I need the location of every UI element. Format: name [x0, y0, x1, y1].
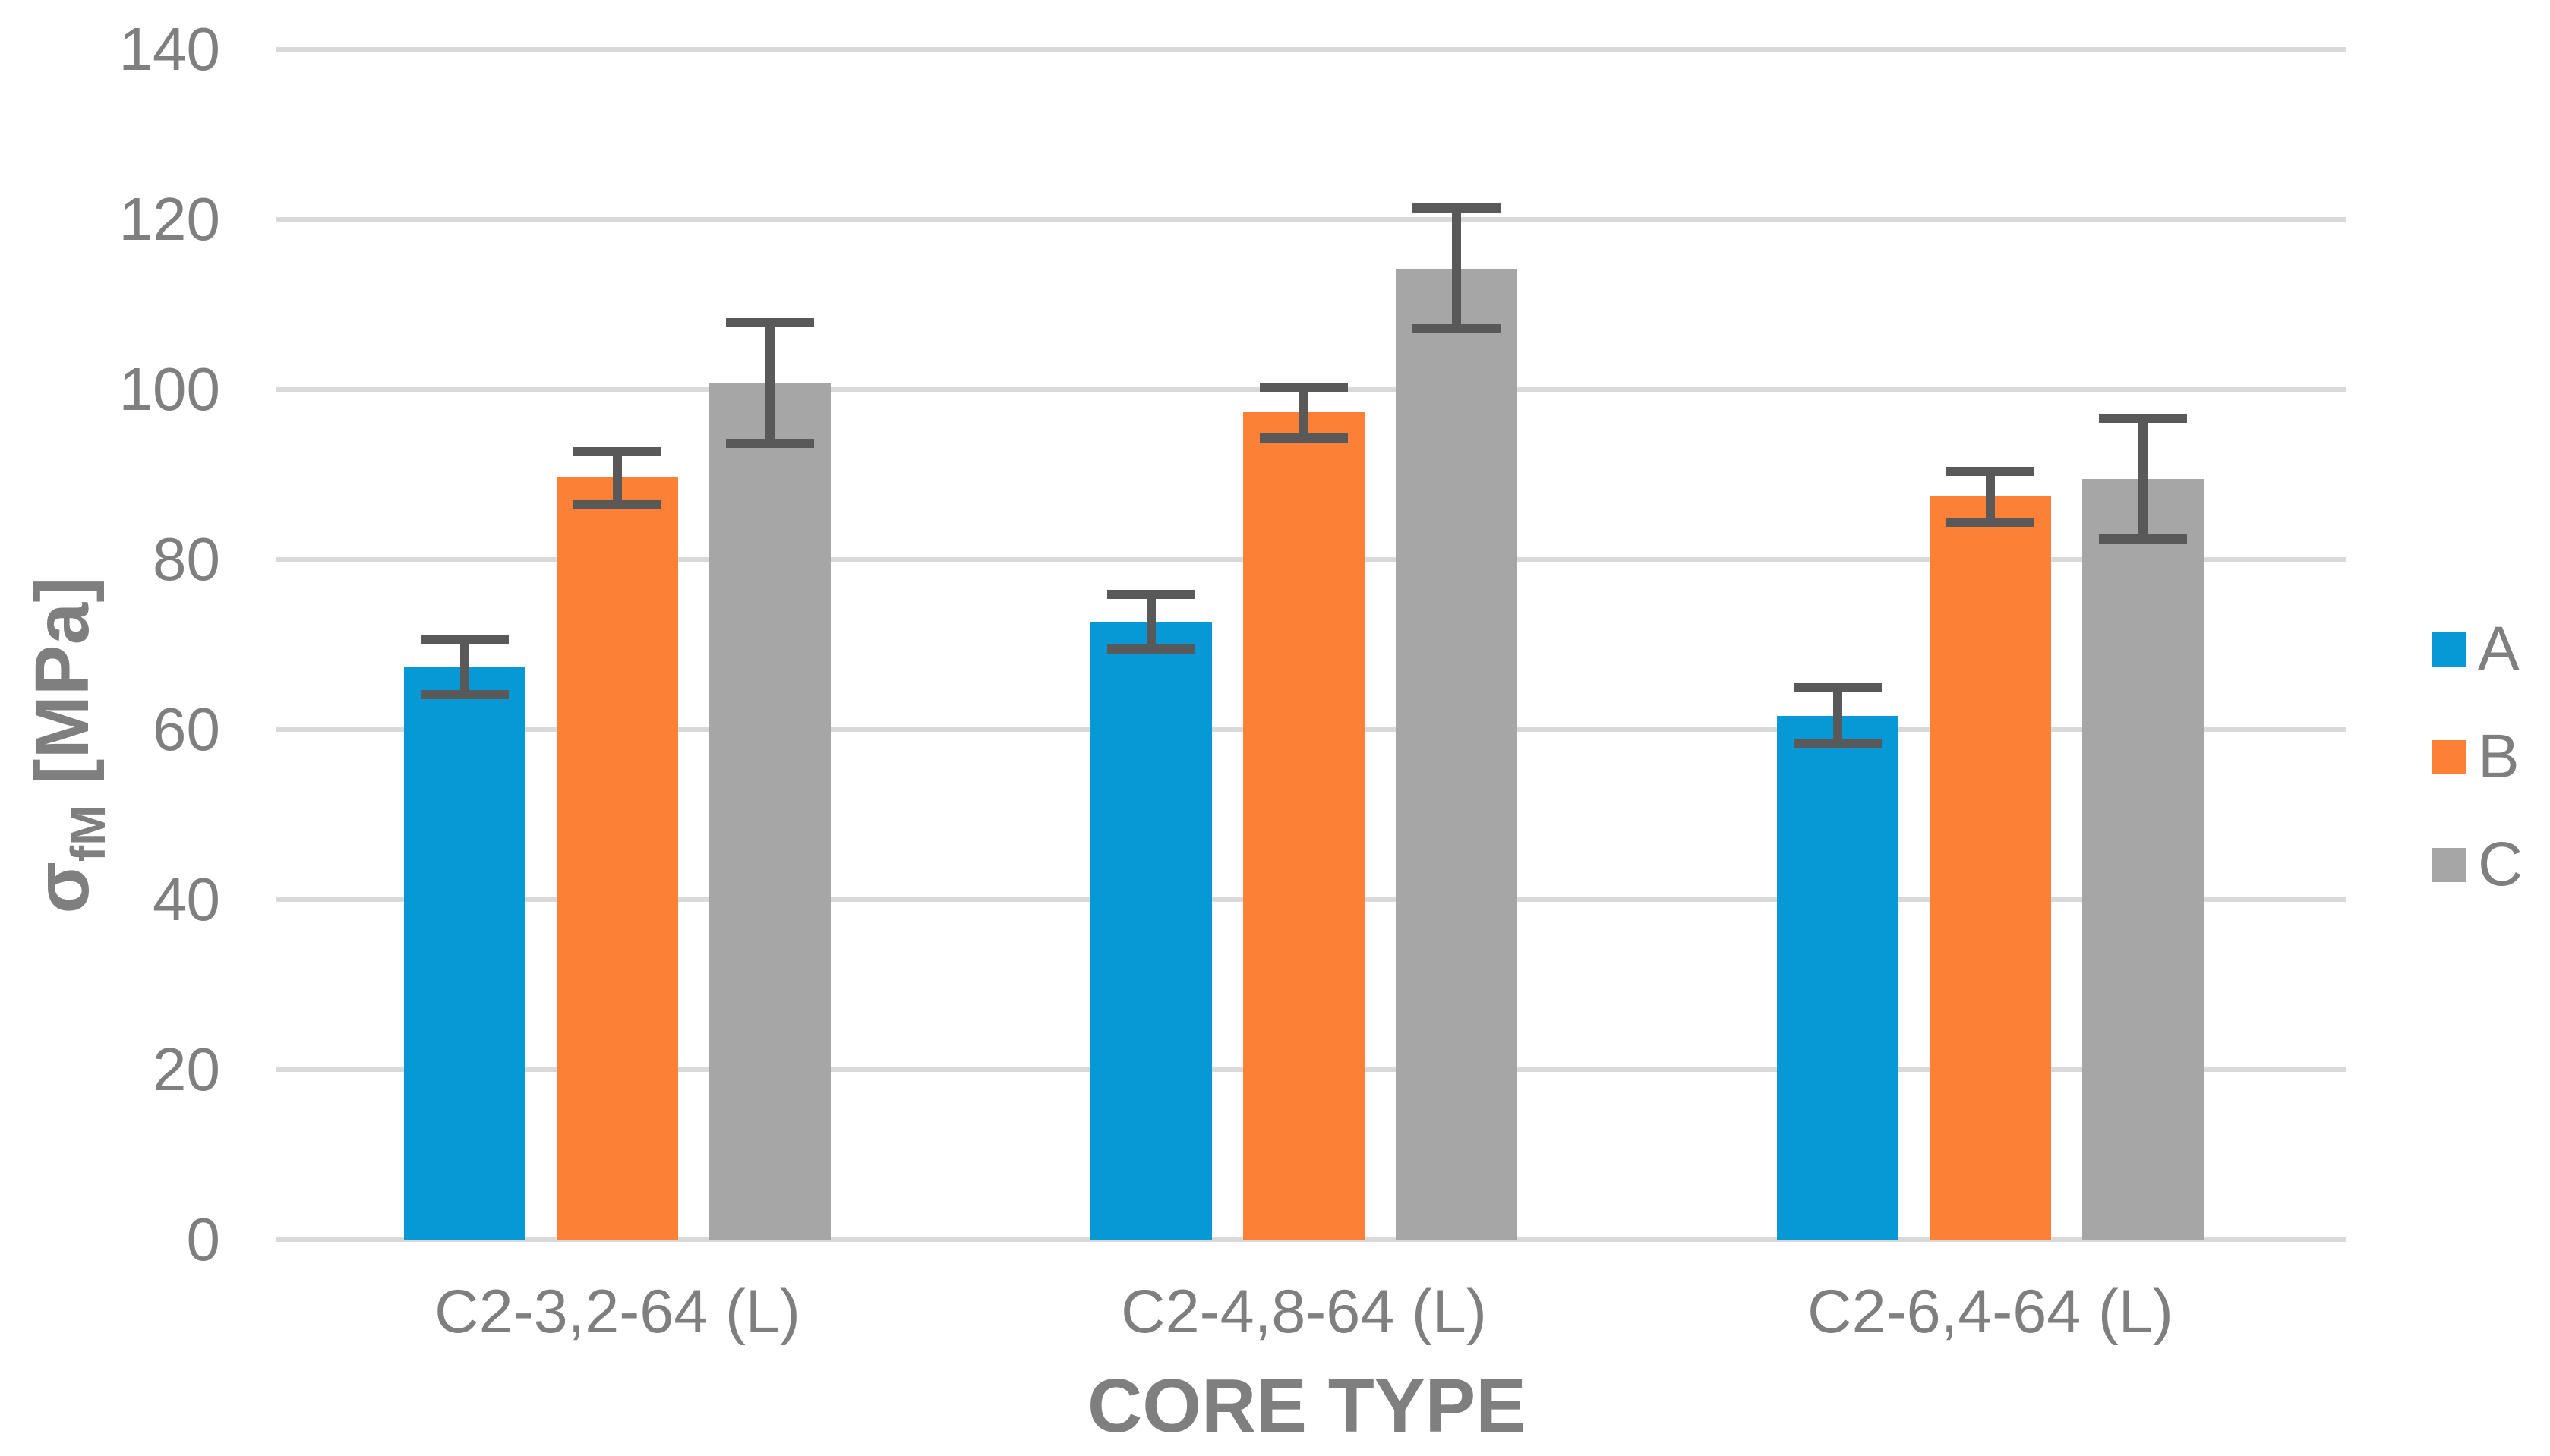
error-bar-cap-top-C-1	[726, 317, 814, 327]
y-tick-label: 20	[153, 1035, 220, 1103]
legend-item-B: B	[2432, 723, 2550, 791]
error-bar-cap-bottom-B-3	[1946, 517, 2034, 527]
legend-item-C: C	[2432, 830, 2550, 899]
y-tick-label: 0	[186, 1205, 221, 1273]
error-bar-A-2	[1147, 594, 1156, 649]
bar-A-1	[404, 667, 525, 1240]
y-tick-label: 80	[153, 525, 220, 593]
error-bar-C-3	[2138, 418, 2148, 540]
y-axis-title-subscript: fM	[61, 805, 115, 862]
bar-A-2	[1090, 621, 1212, 1240]
error-bar-cap-top-A-1	[421, 635, 509, 645]
legend-swatch-A	[2432, 632, 2466, 667]
error-bar-B-1	[613, 451, 622, 505]
error-bar-cap-top-C-3	[2099, 414, 2187, 424]
bar-C-1	[709, 383, 831, 1240]
bar-A-3	[1777, 716, 1898, 1240]
legend-label: A	[2478, 614, 2520, 683]
error-bar-B-2	[1299, 386, 1308, 438]
error-bar-cap-top-C-2	[1412, 203, 1501, 213]
x-category-label: C2-4,8-64 (L)	[1121, 1278, 1487, 1346]
bar-C-3	[2082, 478, 2204, 1240]
y-tick-label: 120	[118, 185, 220, 253]
error-bar-cap-top-A-3	[1794, 683, 1882, 693]
y-axis-title-unit: [MPa]	[20, 577, 105, 805]
x-axis-title: CORE TYPE	[1087, 1363, 1526, 1448]
y-tick-label: 100	[118, 355, 220, 423]
bar-B-3	[1930, 496, 2051, 1240]
legend-label: C	[2478, 830, 2523, 899]
error-bar-A-1	[460, 640, 469, 695]
legend-item-A: A	[2432, 615, 2550, 683]
gridline-y-0	[276, 1237, 2346, 1242]
error-bar-A-3	[1833, 688, 1842, 745]
error-bar-cap-bottom-C-3	[2099, 534, 2187, 544]
x-category-label: C2-6,4-64 (L)	[1807, 1278, 2173, 1346]
error-bar-cap-bottom-A-2	[1107, 644, 1195, 654]
error-bar-cap-top-B-2	[1260, 382, 1348, 392]
error-bar-cap-bottom-C-1	[726, 438, 814, 448]
error-bar-cap-top-B-3	[1946, 466, 2034, 476]
gridline-y-140	[276, 47, 2346, 52]
error-bar-cap-bottom-A-1	[421, 690, 509, 700]
error-bar-cap-bottom-B-1	[573, 500, 661, 509]
y-tick-label: 40	[153, 865, 220, 933]
x-category-label: C2-3,2-64 (L)	[434, 1278, 800, 1346]
legend-label: B	[2478, 722, 2520, 791]
error-bar-C-1	[765, 322, 775, 443]
bar-B-2	[1243, 412, 1365, 1240]
y-tick-label: 140	[118, 15, 220, 83]
y-tick-label: 60	[153, 695, 220, 763]
error-bar-cap-bottom-A-3	[1794, 739, 1882, 749]
error-bar-cap-bottom-C-2	[1412, 324, 1501, 334]
bar-C-2	[1396, 268, 1517, 1240]
error-bar-cap-top-A-2	[1107, 589, 1195, 599]
bar-B-1	[557, 477, 678, 1240]
error-bar-cap-bottom-B-2	[1260, 433, 1348, 443]
legend-swatch-B	[2432, 740, 2466, 774]
error-bar-C-2	[1452, 208, 1461, 329]
error-bar-B-3	[1986, 471, 1995, 522]
gridline-y-120	[276, 217, 2346, 222]
error-bar-cap-top-B-1	[573, 446, 661, 456]
legend-swatch-C	[2432, 848, 2466, 882]
